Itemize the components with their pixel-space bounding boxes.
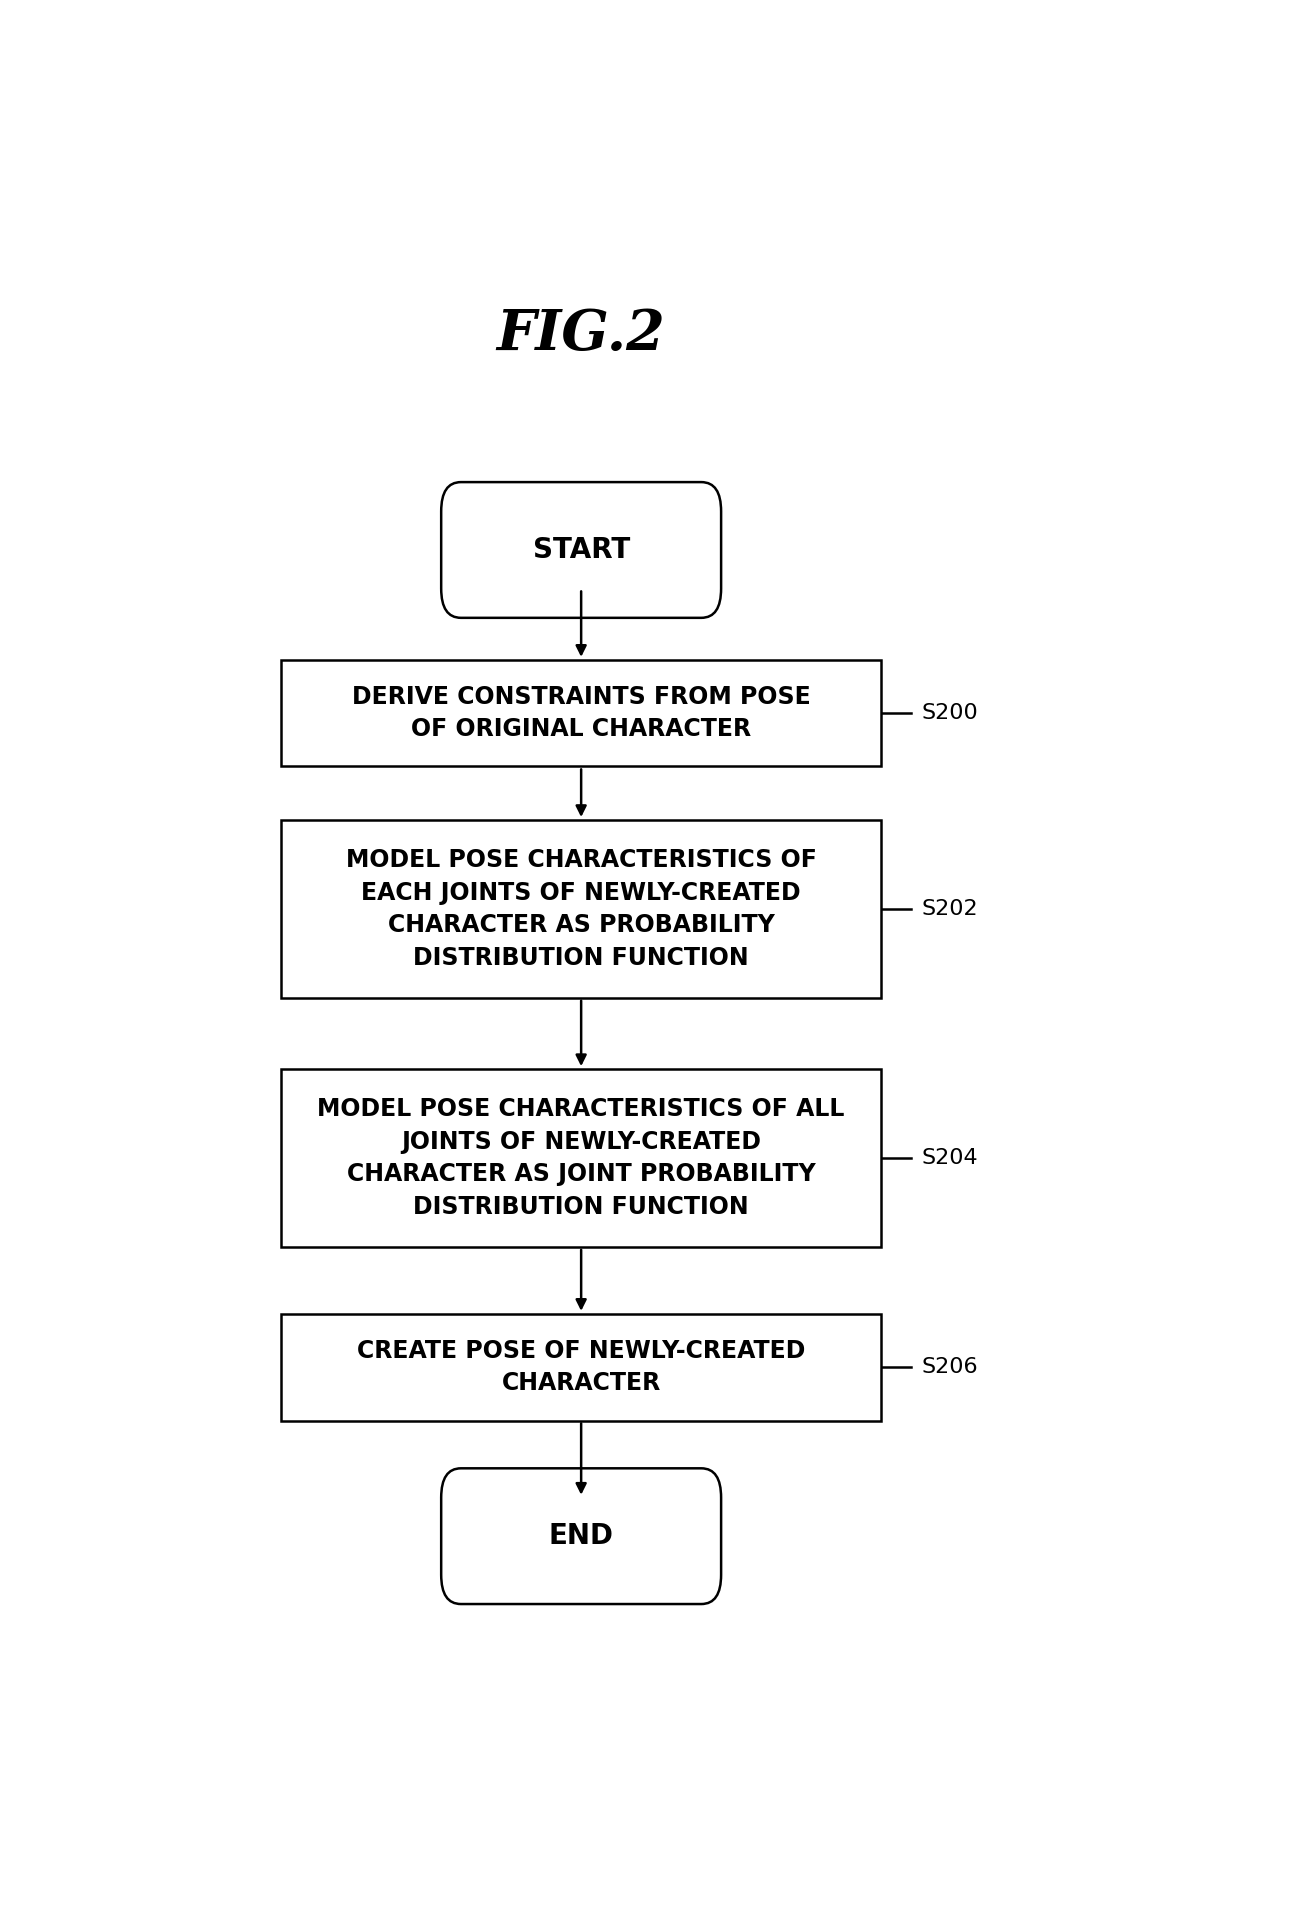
FancyBboxPatch shape: [281, 820, 881, 998]
Text: S206: S206: [921, 1358, 978, 1377]
Text: S200: S200: [921, 703, 978, 722]
Text: FIG.2: FIG.2: [497, 308, 666, 362]
Text: CREATE POSE OF NEWLY-CREATED
CHARACTER: CREATE POSE OF NEWLY-CREATED CHARACTER: [357, 1339, 805, 1396]
FancyBboxPatch shape: [281, 1069, 881, 1246]
FancyBboxPatch shape: [281, 661, 881, 767]
FancyBboxPatch shape: [441, 1468, 721, 1604]
Text: MODEL POSE CHARACTERISTICS OF ALL
JOINTS OF NEWLY-CREATED
CHARACTER AS JOINT PRO: MODEL POSE CHARACTERISTICS OF ALL JOINTS…: [317, 1098, 845, 1219]
FancyBboxPatch shape: [441, 482, 721, 618]
Text: MODEL POSE CHARACTERISTICS OF
EACH JOINTS OF NEWLY-CREATED
CHARACTER AS PROBABIL: MODEL POSE CHARACTERISTICS OF EACH JOINT…: [346, 847, 817, 969]
Text: END: END: [548, 1522, 614, 1550]
Text: S202: S202: [921, 899, 978, 919]
FancyBboxPatch shape: [281, 1314, 881, 1421]
Text: START: START: [533, 535, 630, 564]
Text: DERIVE CONSTRAINTS FROM POSE
OF ORIGINAL CHARACTER: DERIVE CONSTRAINTS FROM POSE OF ORIGINAL…: [352, 686, 810, 742]
Text: S204: S204: [921, 1148, 978, 1167]
